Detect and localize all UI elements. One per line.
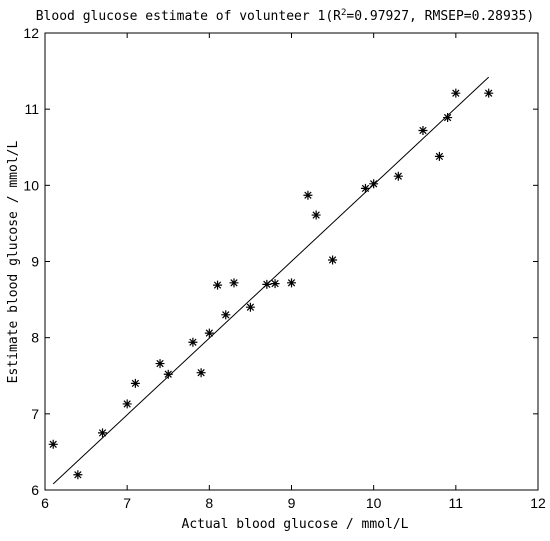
y-tick-label: 7	[31, 406, 39, 422]
x-tick-label: 9	[288, 495, 296, 511]
data-point-marker	[451, 88, 461, 98]
data-point-marker	[188, 337, 198, 347]
data-point-marker	[418, 125, 428, 135]
data-point-marker	[311, 210, 321, 220]
data-point-marker	[213, 280, 223, 290]
y-tick-label: 8	[31, 330, 39, 346]
x-tick-label: 11	[449, 495, 464, 511]
data-point-marker	[360, 183, 370, 193]
regression-line	[52, 76, 490, 485]
data-point-marker	[303, 190, 313, 200]
data-point-marker	[434, 151, 444, 161]
data-point-marker	[221, 310, 231, 320]
axis-ticks: 6 7 8 9 10 11 12 6 7 8 9 10 11 12	[23, 25, 546, 511]
y-tick-label: 10	[23, 177, 39, 193]
data-point-marker	[229, 278, 239, 288]
chart-title-prefix: Blood glucose estimate of volunteer 1(R	[36, 9, 341, 24]
y-tick-label: 6	[31, 482, 39, 498]
data-point-marker	[484, 88, 494, 98]
data-point-marker	[262, 279, 272, 289]
x-axis-label: Actual blood glucose / mmol/L	[182, 517, 409, 532]
data-point-marker	[196, 368, 206, 378]
data-point-marker	[443, 113, 453, 123]
data-point-marker	[287, 278, 296, 288]
data-point-marker	[369, 179, 379, 189]
regression-line-group	[52, 76, 490, 485]
data-point-marker	[155, 359, 165, 369]
data-point-marker	[270, 279, 280, 289]
data-point-marker	[245, 302, 255, 312]
y-tick-label: 11	[24, 101, 39, 117]
chart-title-superscript: 2	[341, 8, 346, 18]
data-point-marker	[73, 470, 83, 480]
data-point-marker	[98, 428, 108, 438]
y-tick-label: 12	[23, 25, 39, 41]
data-point-marker	[204, 328, 214, 338]
x-tick-label: 6	[41, 495, 49, 511]
data-point-marker	[48, 439, 58, 449]
y-tick-label: 9	[31, 254, 39, 270]
x-tick-label: 7	[123, 495, 131, 511]
chart-title: Blood glucose estimate of volunteer 1(R2…	[36, 8, 535, 24]
data-points	[48, 88, 494, 480]
data-point-marker	[328, 255, 338, 265]
data-point-marker	[163, 369, 173, 379]
data-point-marker	[130, 378, 140, 388]
chart-title-suffix: =0.97927, RMSEP=0.28935)	[346, 9, 534, 24]
x-tick-label: 12	[530, 495, 546, 511]
x-tick-label: 10	[366, 495, 382, 511]
data-point-marker	[122, 399, 132, 409]
x-tick-label: 8	[205, 495, 213, 511]
y-axis-label: Estimate blood glucose / mmol/L	[6, 141, 21, 384]
data-point-marker	[393, 171, 403, 181]
